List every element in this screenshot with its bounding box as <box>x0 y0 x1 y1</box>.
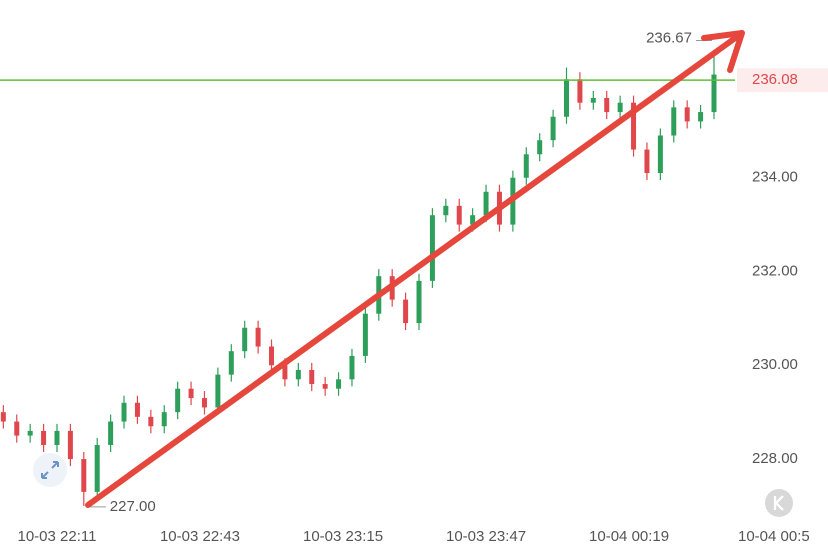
candle-body <box>121 402 127 422</box>
candle-body <box>550 116 556 141</box>
k-button[interactable] <box>765 489 793 517</box>
candle-body <box>456 205 462 225</box>
candle-body <box>443 205 449 216</box>
k-icon[interactable] <box>773 495 784 511</box>
price-label: 236.08 <box>752 71 798 88</box>
plot: 228.00 230.00 232.00 234.00 10-03 22:11 10-03… <box>0 29 828 545</box>
candle-body <box>14 421 20 436</box>
candle-body <box>336 379 342 389</box>
candle-body <box>349 355 355 380</box>
trend-arrow <box>85 30 745 508</box>
candle-body <box>94 444 100 492</box>
candle-body <box>27 430 33 436</box>
candle-body <box>215 374 221 408</box>
candle-body <box>134 402 140 417</box>
x-tick-label: 10-03 22:11 <box>18 528 97 545</box>
candle-body <box>631 102 637 150</box>
x-tick-label: 10-03 23:47 <box>446 528 526 545</box>
y-tick-label: 234.00 <box>752 169 798 186</box>
candle-body <box>416 280 422 324</box>
candle-body <box>711 74 717 113</box>
candle-body <box>657 135 663 174</box>
candle-body <box>403 299 409 324</box>
candle-body <box>54 430 60 445</box>
candle-body <box>228 351 234 375</box>
candle-body <box>188 388 194 399</box>
low-label: 227.00 <box>110 498 156 515</box>
candle-body <box>161 412 167 427</box>
x-tick-label: 10-04 00:5 <box>738 528 810 545</box>
candle-body <box>295 369 301 380</box>
candle-body <box>0 412 6 422</box>
candle-body <box>604 97 610 113</box>
arrow-line <box>85 33 741 508</box>
expand-bg[interactable] <box>33 453 67 487</box>
candle-body <box>201 398 207 408</box>
candle-body <box>617 102 623 113</box>
candle-body <box>470 215 476 225</box>
candle-body <box>523 154 529 178</box>
candle-body <box>671 107 677 136</box>
candle-body <box>698 112 704 122</box>
candle-body <box>309 369 315 385</box>
candle-body <box>590 97 596 103</box>
candle-body <box>362 313 368 356</box>
candle-body <box>175 388 181 413</box>
arrow-head <box>701 30 745 73</box>
candle-body <box>564 79 570 117</box>
y-tick-label: 230.00 <box>752 356 798 373</box>
candle-body <box>269 346 275 366</box>
x-tick-label: 10-03 23:15 <box>303 528 383 545</box>
candle-body <box>282 365 288 380</box>
expand-button[interactable] <box>33 453 67 487</box>
candle-body <box>577 79 583 103</box>
x-tick-label: 10-04 00:19 <box>589 528 669 545</box>
candle-body <box>67 430 73 460</box>
y-tick-label: 228.00 <box>752 450 798 467</box>
candle-body <box>242 327 248 352</box>
candle-body <box>322 384 328 389</box>
y-tick-label: 232.00 <box>752 262 798 279</box>
candle-body <box>255 327 261 347</box>
high-label: 236.67 <box>646 29 692 46</box>
candle-body <box>483 191 489 216</box>
candle-body <box>108 421 114 445</box>
candle-body <box>684 107 690 122</box>
x-tick-label: 10-03 22:43 <box>160 528 240 545</box>
candle-body <box>41 430 47 445</box>
expand-icon[interactable] <box>41 461 59 479</box>
k-bg[interactable] <box>765 489 793 517</box>
candle-body <box>537 140 543 155</box>
candle-body <box>429 215 435 281</box>
price-tag <box>737 68 828 93</box>
candle-body <box>148 416 154 427</box>
candle-body <box>644 149 650 174</box>
candle-body <box>81 459 87 492</box>
